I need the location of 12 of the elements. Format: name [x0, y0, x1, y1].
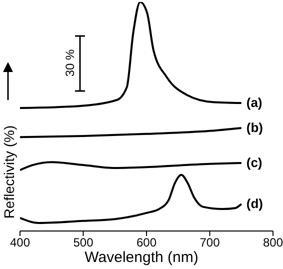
series-label: (c)	[246, 154, 262, 170]
x-axis-title: Wavelength (nm)	[84, 249, 200, 266]
series-label: (b)	[246, 120, 263, 135]
y-axis-title: Reflectivity (%)	[1, 125, 17, 219]
x-tick-label: 800	[262, 236, 283, 250]
x-tick-label: 500	[73, 236, 94, 250]
x-tick-label: 400	[10, 236, 30, 250]
series-label: (d)	[246, 196, 263, 211]
annotation: 30 %	[63, 49, 77, 77]
x-tick-label: 600	[136, 236, 157, 250]
x-tick-label: 700	[200, 236, 220, 250]
series-label: (a)	[246, 94, 262, 110]
